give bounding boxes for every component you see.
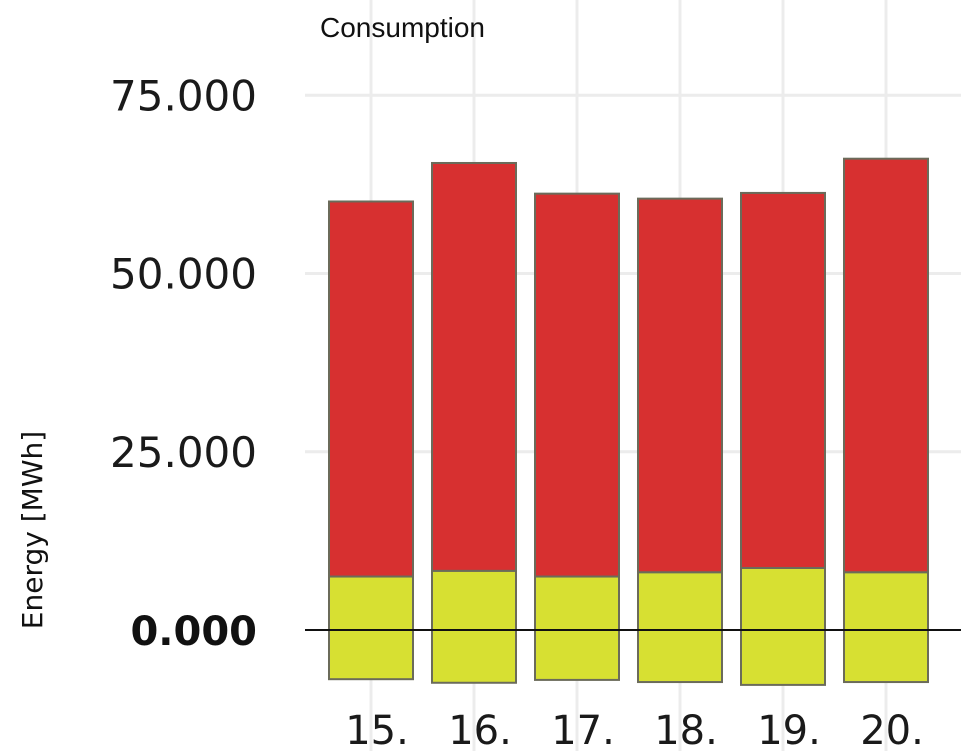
bar-segment-20-s2	[843, 629, 929, 684]
bar-segment-16-s0	[431, 569, 517, 631]
bar-segment-19-s1	[740, 191, 826, 569]
x-tick-label: 19.	[757, 708, 821, 751]
bar-segment-19-s2	[740, 629, 826, 686]
x-tick-label: 18.	[654, 708, 718, 751]
x-tick-label: 15.	[345, 708, 409, 751]
x-tick-label: 17.	[551, 708, 615, 751]
bar-segment-16-s2	[431, 629, 517, 684]
y-tick-labels: 0.000 25.000 50.000 75.000	[110, 71, 257, 655]
bars	[328, 157, 929, 686]
bar-segment-17-s0	[534, 575, 620, 632]
bar-segment-15-s0	[328, 575, 414, 632]
bar-segment-16-s1	[431, 161, 517, 572]
bar-segment-19-s0	[740, 566, 826, 631]
y-tick-label: 75.000	[110, 71, 257, 120]
x-tick-label: 20.	[860, 708, 924, 751]
bar-segment-15-s1	[328, 200, 414, 578]
bar-segment-17-s1	[534, 192, 620, 578]
bar-segment-15-s2	[328, 629, 414, 681]
chart-title: Consumption	[320, 12, 485, 43]
y-tick-label: 50.000	[110, 250, 257, 299]
bar-segment-18-s1	[637, 197, 723, 574]
y-tick-label: 0.000	[130, 609, 257, 655]
bar-segment-18-s0	[637, 571, 723, 632]
bar-segment-20-s0	[843, 571, 929, 632]
bar-segment-20-s1	[843, 157, 929, 574]
x-tick-label: 16.	[448, 708, 512, 751]
x-tick-labels: 15. 16. 17. 18. 19. 20.	[345, 708, 924, 751]
y-axis-label: Energy [MWh]	[16, 431, 49, 629]
bar-segment-17-s2	[534, 629, 620, 681]
y-tick-label: 25.000	[110, 428, 257, 477]
bar-segment-18-s2	[637, 629, 723, 684]
